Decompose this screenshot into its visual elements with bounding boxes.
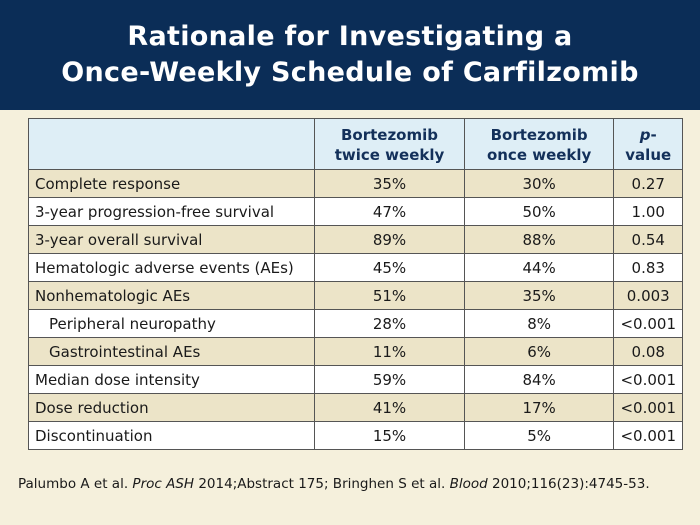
cell-twice-weekly: 35% — [314, 169, 465, 198]
row-label: 3-year overall survival — [27, 225, 316, 254]
ref-part-3: 2010;116(23):4745-53. — [487, 476, 650, 492]
ref-journal-2: Blood — [449, 476, 488, 492]
cell-p-value: <0.001 — [613, 393, 683, 422]
row-label: Hematologic adverse events (AEs) — [27, 253, 316, 282]
row-label: Median dose intensity — [27, 365, 316, 394]
table-row: Dose reduction 41% 17% <0.001 — [27, 393, 683, 422]
ref-part-1: Palumbo A et al. — [18, 476, 133, 492]
reference-citation: Palumbo A et al. Proc ASH 2014;Abstract … — [18, 475, 688, 494]
table-row: Gastrointestinal AEs 11% 6% 0.08 — [27, 337, 683, 366]
cell-p-value: <0.001 — [613, 309, 683, 338]
row-label: Nonhematologic AEs — [27, 281, 316, 310]
table-header-row: Bortezomib twice weekly Bortezomib once … — [27, 118, 683, 170]
header-blank-cell — [27, 118, 316, 170]
table-row: 3-year overall survival 89% 88% 0.54 — [27, 225, 683, 254]
slide-title-line-1: Rationale for Investigating a — [127, 21, 573, 52]
cell-p-value: <0.001 — [613, 421, 683, 450]
header-once-line1: Bortezomib — [490, 126, 588, 144]
header-p-value: p-value — [613, 118, 683, 170]
row-label: Complete response — [27, 169, 316, 198]
row-label: Gastrointestinal AEs — [27, 337, 316, 366]
title-banner: Rationale for Investigating a Once-Weekl… — [0, 0, 700, 110]
header-twice-line2: twice weekly — [334, 146, 445, 164]
cell-twice-weekly: 59% — [314, 365, 465, 394]
cell-once-weekly: 84% — [463, 365, 615, 394]
cell-once-weekly: 17% — [463, 393, 615, 422]
cell-twice-weekly: 41% — [314, 393, 465, 422]
cell-p-value: <0.001 — [613, 365, 683, 394]
ref-part-2: 2014;Abstract 175; Bringhen S et al. — [194, 476, 450, 492]
cell-twice-weekly: 28% — [314, 309, 465, 338]
table-row: Complete response 35% 30% 0.27 — [27, 169, 683, 198]
table-row: Discontinuation 15% 5% <0.001 — [27, 421, 683, 450]
cell-once-weekly: 88% — [463, 225, 615, 254]
cell-twice-weekly: 11% — [314, 337, 465, 366]
cell-once-weekly: 6% — [463, 337, 615, 366]
results-table: Bortezomib twice weekly Bortezomib once … — [27, 118, 683, 450]
row-label: 3-year progression-free survival — [27, 197, 316, 226]
cell-once-weekly: 30% — [463, 169, 615, 198]
table-row: Peripheral neuropathy 28% 8% <0.001 — [27, 309, 683, 338]
cell-once-weekly: 35% — [463, 281, 615, 310]
table-row: Hematologic adverse events (AEs) 45% 44%… — [27, 253, 683, 282]
cell-twice-weekly: 47% — [314, 197, 465, 226]
header-twice-weekly: Bortezomib twice weekly — [314, 118, 465, 170]
cell-twice-weekly: 51% — [314, 281, 465, 310]
header-once-line2: once weekly — [486, 146, 592, 164]
row-label: Peripheral neuropathy — [27, 309, 316, 338]
cell-p-value: 0.54 — [613, 225, 683, 254]
header-p-italic: p — [639, 126, 651, 144]
cell-once-weekly: 5% — [463, 421, 615, 450]
cell-once-weekly: 8% — [463, 309, 615, 338]
ref-journal-1: Proc ASH — [132, 476, 195, 492]
slide-title-line-2: Once-Weekly Schedule of Carfilzomib — [61, 57, 639, 88]
table-row: Median dose intensity 59% 84% <0.001 — [27, 365, 683, 394]
cell-p-value: 0.08 — [613, 337, 683, 366]
row-label: Dose reduction — [27, 393, 316, 422]
cell-once-weekly: 44% — [463, 253, 615, 282]
header-twice-line1: Bortezomib — [340, 126, 438, 144]
cell-twice-weekly: 15% — [314, 421, 465, 450]
table-row: Nonhematologic AEs 51% 35% 0.003 — [27, 281, 683, 310]
cell-p-value: 0.83 — [613, 253, 683, 282]
table-row: 3-year progression-free survival 47% 50%… — [27, 197, 683, 226]
row-label: Discontinuation — [27, 421, 316, 450]
cell-twice-weekly: 89% — [314, 225, 465, 254]
cell-p-value: 1.00 — [613, 197, 683, 226]
cell-p-value: 0.27 — [613, 169, 683, 198]
header-once-weekly: Bortezomib once weekly — [463, 118, 615, 170]
cell-once-weekly: 50% — [463, 197, 615, 226]
cell-twice-weekly: 45% — [314, 253, 465, 282]
cell-p-value: 0.003 — [613, 281, 683, 310]
header-p-rest: -value — [625, 126, 672, 164]
